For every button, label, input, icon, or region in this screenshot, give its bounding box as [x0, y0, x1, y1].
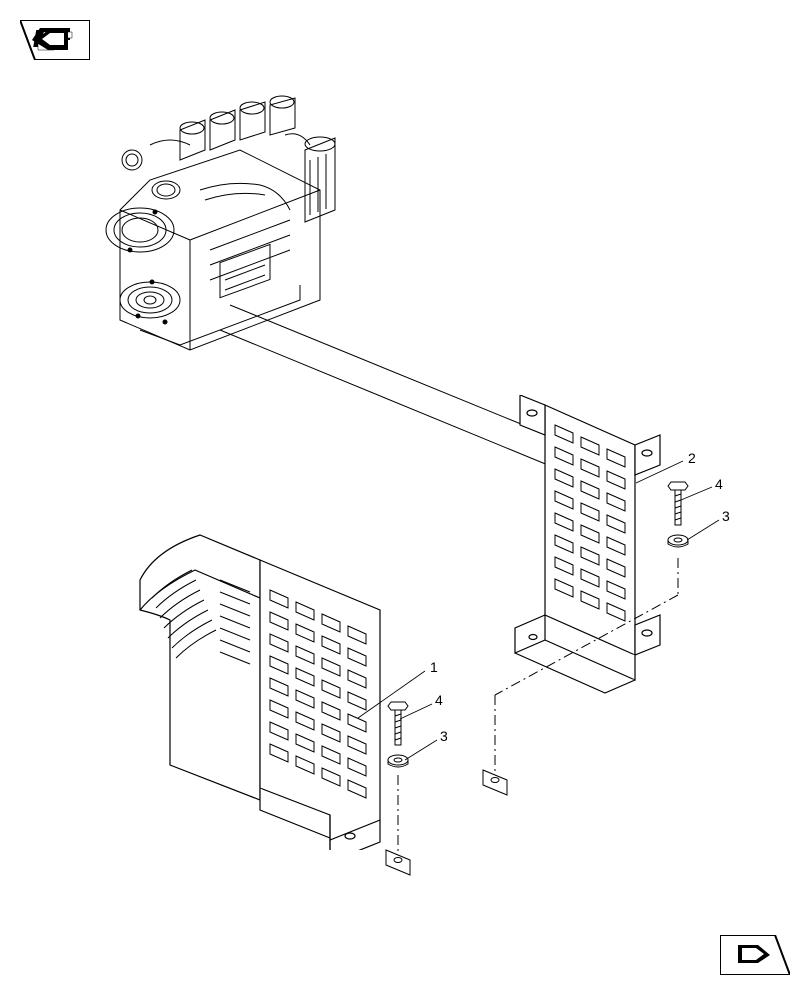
guard-panel-right — [505, 395, 665, 695]
guard-panel-left — [130, 520, 410, 850]
callout-1: 1 — [430, 659, 438, 675]
nav-prev-icon[interactable] — [20, 20, 90, 60]
callout-2: 2 — [688, 450, 696, 466]
callout-3-left: 3 — [440, 728, 448, 744]
diagram-canvas: 1 2 3 4 3 4 — [0, 0, 812, 1000]
callout-4-right: 4 — [715, 476, 723, 492]
nav-next-icon[interactable] — [720, 935, 790, 975]
callout-3-right: 3 — [722, 508, 730, 524]
callout-4-left: 4 — [435, 692, 443, 708]
fastener-left — [385, 700, 411, 780]
engine-assembly — [90, 90, 370, 370]
fastener-right — [665, 480, 691, 560]
